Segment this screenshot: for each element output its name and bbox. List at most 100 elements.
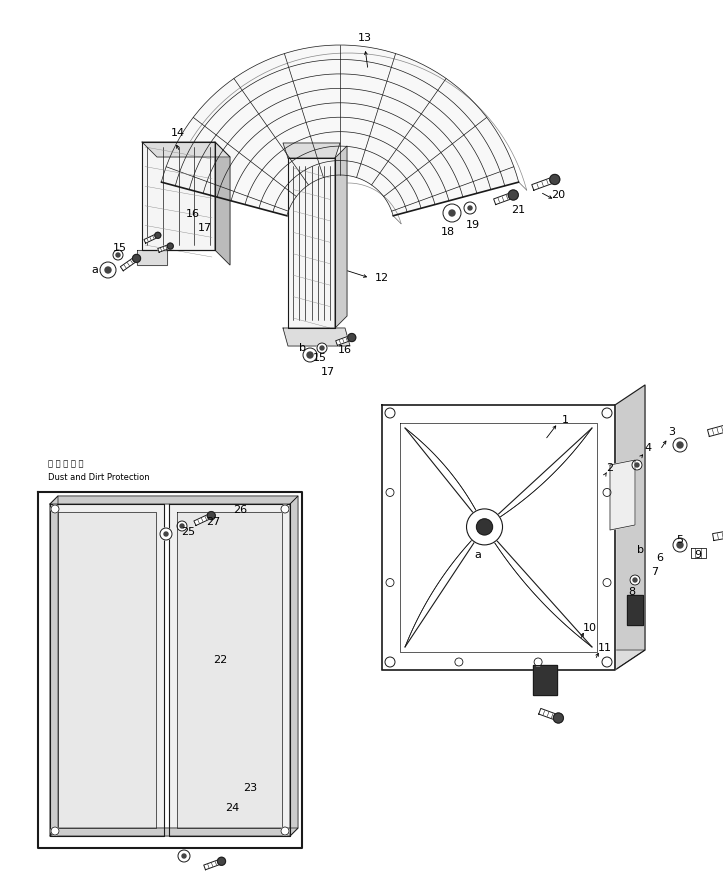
Polygon shape <box>50 504 164 836</box>
Text: b: b <box>636 545 643 555</box>
Text: 1: 1 <box>562 415 568 425</box>
Polygon shape <box>142 142 215 250</box>
Polygon shape <box>610 460 635 530</box>
Circle shape <box>603 488 611 496</box>
Text: 13: 13 <box>358 33 372 43</box>
Circle shape <box>553 713 563 723</box>
Circle shape <box>182 854 186 858</box>
Circle shape <box>386 579 394 587</box>
Text: 17: 17 <box>321 367 335 377</box>
Text: 11: 11 <box>598 643 612 653</box>
Circle shape <box>602 657 612 667</box>
Circle shape <box>673 438 687 452</box>
Polygon shape <box>38 492 302 848</box>
Text: 12: 12 <box>375 273 389 283</box>
Polygon shape <box>283 328 350 346</box>
Circle shape <box>317 343 327 353</box>
Polygon shape <box>50 496 298 504</box>
Circle shape <box>51 505 59 513</box>
Text: 6: 6 <box>656 553 664 563</box>
Circle shape <box>455 658 463 666</box>
Circle shape <box>476 519 492 535</box>
Text: 10: 10 <box>583 623 597 633</box>
Circle shape <box>386 488 394 496</box>
Polygon shape <box>382 405 615 670</box>
Polygon shape <box>50 828 298 836</box>
Text: 16: 16 <box>186 209 200 219</box>
Text: 15: 15 <box>313 353 327 363</box>
Text: 14: 14 <box>171 128 185 138</box>
Text: Dust and Dirt Protection: Dust and Dirt Protection <box>48 472 150 481</box>
Polygon shape <box>708 424 723 437</box>
Text: 15: 15 <box>113 243 127 253</box>
Text: 8: 8 <box>628 587 636 597</box>
Polygon shape <box>194 512 214 525</box>
Circle shape <box>443 204 461 222</box>
Polygon shape <box>615 385 645 670</box>
Circle shape <box>632 460 642 470</box>
Circle shape <box>673 538 687 552</box>
Polygon shape <box>288 158 335 328</box>
Text: 7: 7 <box>651 567 659 577</box>
Text: 9: 9 <box>694 550 701 560</box>
Circle shape <box>160 528 172 540</box>
Polygon shape <box>531 175 558 190</box>
Circle shape <box>105 267 111 273</box>
Circle shape <box>464 202 476 214</box>
Text: 16: 16 <box>338 345 352 355</box>
Circle shape <box>603 579 611 587</box>
Circle shape <box>155 232 161 238</box>
Polygon shape <box>120 255 140 271</box>
Polygon shape <box>290 496 298 836</box>
Text: 防 沙 尘 格 子: 防 沙 尘 格 子 <box>48 460 83 469</box>
Circle shape <box>385 657 395 667</box>
Text: b: b <box>299 343 306 353</box>
Text: 26: 26 <box>233 505 247 515</box>
Circle shape <box>100 262 116 278</box>
Circle shape <box>116 253 120 257</box>
Polygon shape <box>137 250 167 265</box>
Circle shape <box>281 505 289 513</box>
Polygon shape <box>144 233 160 243</box>
Circle shape <box>508 190 518 200</box>
Polygon shape <box>215 142 230 265</box>
Polygon shape <box>335 146 347 328</box>
Text: 18: 18 <box>441 227 455 237</box>
Polygon shape <box>539 709 562 721</box>
Circle shape <box>51 827 59 835</box>
Circle shape <box>113 250 123 260</box>
Polygon shape <box>204 859 224 870</box>
Polygon shape <box>713 530 723 540</box>
Text: 25: 25 <box>181 527 195 537</box>
Text: 5: 5 <box>677 535 683 545</box>
Polygon shape <box>627 595 643 625</box>
Circle shape <box>677 442 683 448</box>
Circle shape <box>180 524 184 528</box>
Text: 24: 24 <box>225 803 239 813</box>
Polygon shape <box>283 143 340 158</box>
Circle shape <box>218 858 226 866</box>
Circle shape <box>468 206 472 210</box>
Polygon shape <box>382 650 645 670</box>
Circle shape <box>348 333 356 341</box>
Polygon shape <box>142 142 230 157</box>
Circle shape <box>449 210 455 216</box>
Text: 21: 21 <box>511 205 525 215</box>
Polygon shape <box>50 496 58 836</box>
Circle shape <box>132 254 140 262</box>
Polygon shape <box>494 191 516 205</box>
Text: 27: 27 <box>206 517 220 527</box>
Text: 3: 3 <box>669 427 675 437</box>
Circle shape <box>630 575 640 585</box>
Polygon shape <box>177 512 282 828</box>
Text: 22: 22 <box>213 655 227 665</box>
Text: a: a <box>92 265 98 275</box>
Text: 19: 19 <box>466 220 480 230</box>
Circle shape <box>320 346 324 350</box>
Circle shape <box>635 463 639 467</box>
Circle shape <box>178 850 190 862</box>
Circle shape <box>167 243 174 249</box>
Circle shape <box>307 352 313 358</box>
Circle shape <box>466 509 502 545</box>
Polygon shape <box>335 335 354 346</box>
